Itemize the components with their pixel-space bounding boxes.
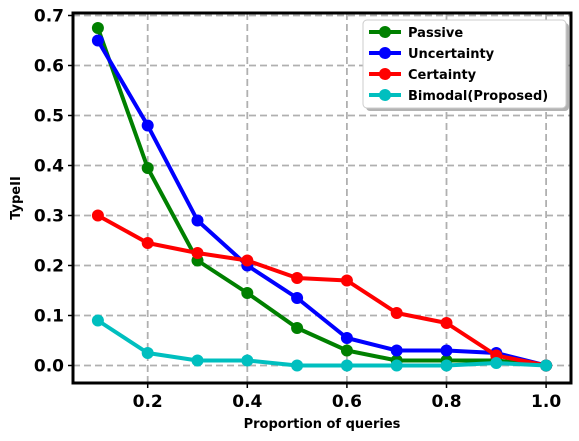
data-point (241, 354, 254, 367)
data-point (191, 214, 204, 227)
data-point (141, 162, 154, 174)
data-point (291, 292, 304, 304)
data-point (141, 119, 154, 132)
data-point (340, 274, 353, 287)
series-layer (91, 22, 553, 372)
legend-marker (379, 47, 391, 59)
x-tick-label: 0.6 (332, 392, 362, 412)
data-point (91, 314, 104, 327)
data-point (440, 344, 453, 357)
data-point (191, 247, 204, 259)
data-point (390, 344, 403, 357)
x-axis-ticks: 0.2 0.4 0.6 0.8 1.0 (133, 383, 561, 412)
data-point (91, 34, 104, 47)
series-line (96, 39, 547, 368)
x-tick-label: 0.8 (431, 392, 461, 412)
data-point (490, 357, 503, 369)
data-point (291, 272, 304, 284)
data-point (540, 359, 553, 372)
data-point (91, 209, 104, 222)
legend-box (362, 19, 567, 109)
legend-marker (379, 26, 391, 38)
legend-marker (379, 68, 391, 80)
data-point (340, 344, 353, 357)
plot-frame (71, 11, 573, 385)
data-point (141, 347, 154, 359)
legend-item: Passive (369, 26, 463, 41)
y-tick-label: 0.7 (34, 7, 64, 27)
legend-marker (379, 89, 391, 101)
series-line (96, 27, 547, 368)
legend-label: Bimodal(Proposed) (408, 89, 548, 104)
y-tick-label: 0.0 (34, 357, 64, 377)
series-certainty (91, 209, 553, 372)
data-point (340, 359, 353, 372)
legend-item: Certainty (369, 68, 477, 83)
x-tick-label: 0.4 (232, 392, 262, 412)
series-bimodal-proposed- (91, 314, 553, 372)
data-point (191, 354, 204, 367)
series-line (96, 318, 547, 368)
data-point (141, 237, 154, 249)
data-point (440, 359, 453, 372)
y-tick-label: 0.4 (34, 157, 64, 177)
y-axis-ticks: 0.0 0.1 0.2 0.3 0.4 0.5 0.6 0.7 (34, 7, 73, 377)
data-point (340, 332, 353, 344)
data-point (241, 287, 254, 299)
y-tick-label: 0.2 (34, 257, 64, 277)
legend: Passive Uncertainty Certainty Bimodal(Propo… (362, 19, 569, 111)
x-tick-label: 0.2 (133, 392, 163, 412)
legend-label: Uncertainty (408, 47, 495, 62)
data-point (390, 359, 403, 372)
legend-label: Passive (408, 26, 463, 41)
data-point (241, 254, 254, 267)
y-tick-label: 0.1 (34, 307, 64, 327)
legend-label: Certainty (408, 68, 477, 83)
data-point (91, 22, 104, 34)
data-point (291, 359, 304, 372)
data-point (440, 317, 453, 329)
x-axis-label: Proportion of queries (244, 417, 401, 432)
data-point (390, 307, 403, 319)
y-tick-label: 0.6 (34, 57, 64, 77)
data-point (291, 322, 304, 334)
y-tick-label: 0.3 (34, 207, 64, 227)
legend-item: Bimodal(Proposed) (369, 89, 548, 104)
y-axis-label: TypeII (9, 176, 24, 220)
x-tick-label: 1.0 (531, 392, 561, 412)
legend-item: Uncertainty (369, 47, 495, 62)
series-line (96, 213, 547, 368)
y-tick-label: 0.5 (34, 107, 64, 127)
